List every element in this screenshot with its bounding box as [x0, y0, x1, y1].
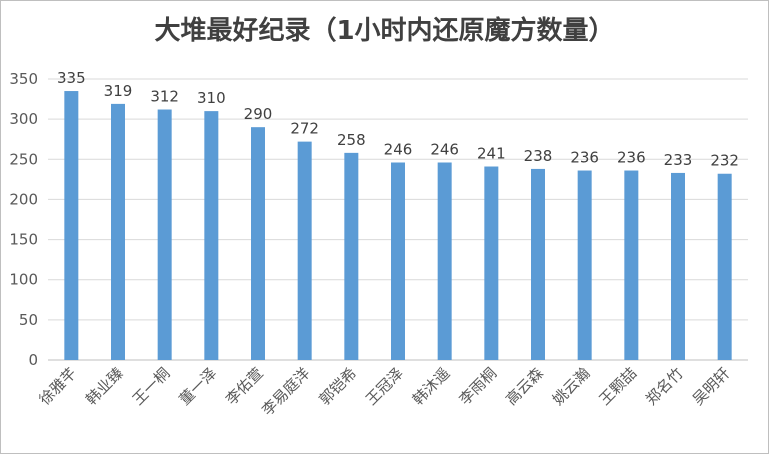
bars — [64, 91, 732, 361]
bar — [111, 103, 125, 360]
y-tick-label: 150 — [9, 231, 38, 249]
data-label: 232 — [710, 152, 739, 170]
y-tick-label: 300 — [9, 110, 38, 128]
x-tick-label: 王颗喆 — [596, 364, 641, 409]
x-tick-label: 韩业臻 — [82, 364, 127, 409]
x-tick-label: 李雨桐 — [456, 364, 501, 409]
bar — [671, 172, 685, 360]
data-label: 310 — [197, 89, 226, 107]
data-label: 238 — [524, 147, 553, 165]
data-label: 312 — [150, 88, 179, 106]
bar — [64, 91, 79, 361]
data-label: 246 — [384, 140, 413, 158]
x-tick-label: 董一泽 — [176, 364, 221, 409]
x-tick-label: 郑名竹 — [642, 364, 687, 409]
data-label: 241 — [477, 145, 506, 163]
bar — [484, 166, 499, 360]
data-label: 272 — [290, 120, 319, 138]
bar — [717, 173, 732, 360]
data-label: 258 — [337, 131, 366, 149]
bar — [157, 109, 172, 360]
bar — [624, 170, 639, 360]
data-label: 236 — [570, 149, 599, 167]
data-labels: 335 319 312 310 290 272 258 246 246 241 238 236 236 2… — [57, 69, 739, 170]
x-tick-label: 郭铠希 — [316, 364, 361, 409]
data-label: 246 — [430, 140, 459, 158]
data-label: 319 — [104, 82, 133, 100]
x-tick-label: 徐雅芊 — [36, 364, 81, 409]
bar — [251, 127, 265, 361]
bar — [577, 170, 592, 360]
x-tick-label: 高云森 — [502, 364, 547, 409]
x-tick-label: 韩沐遥 — [409, 364, 454, 409]
x-tick-label: 李易庭洋 — [258, 364, 313, 419]
y-tick-label: 100 — [9, 271, 38, 289]
data-label: 233 — [664, 151, 693, 169]
x-tick-label: 王冠泽 — [362, 364, 407, 409]
data-label: 335 — [57, 69, 86, 87]
bar — [391, 162, 405, 360]
y-tick-label: 200 — [9, 190, 38, 208]
chart-title: 大堆最好纪录（1小时内还原魔方数量） — [154, 16, 615, 46]
bar — [204, 111, 219, 360]
y-tick-label: 250 — [9, 150, 38, 168]
x-tick-label: 姚云瀚 — [549, 364, 594, 409]
y-tick-label: 0 — [28, 351, 38, 369]
data-label: 290 — [244, 105, 273, 123]
bar — [531, 168, 545, 360]
bar — [297, 141, 312, 360]
x-tick-label: 李佑萱 — [222, 364, 267, 409]
x-tick-label: 王一桐 — [129, 364, 174, 409]
bar — [437, 162, 452, 360]
y-axis-ticks: 0 50 100 150 200 250 300 350 — [9, 70, 38, 369]
bar — [344, 152, 359, 360]
y-tick-label: 50 — [19, 311, 38, 329]
x-tick-label: 吴明轩 — [689, 364, 734, 409]
y-tick-label: 350 — [9, 70, 38, 88]
data-label: 236 — [617, 149, 646, 167]
